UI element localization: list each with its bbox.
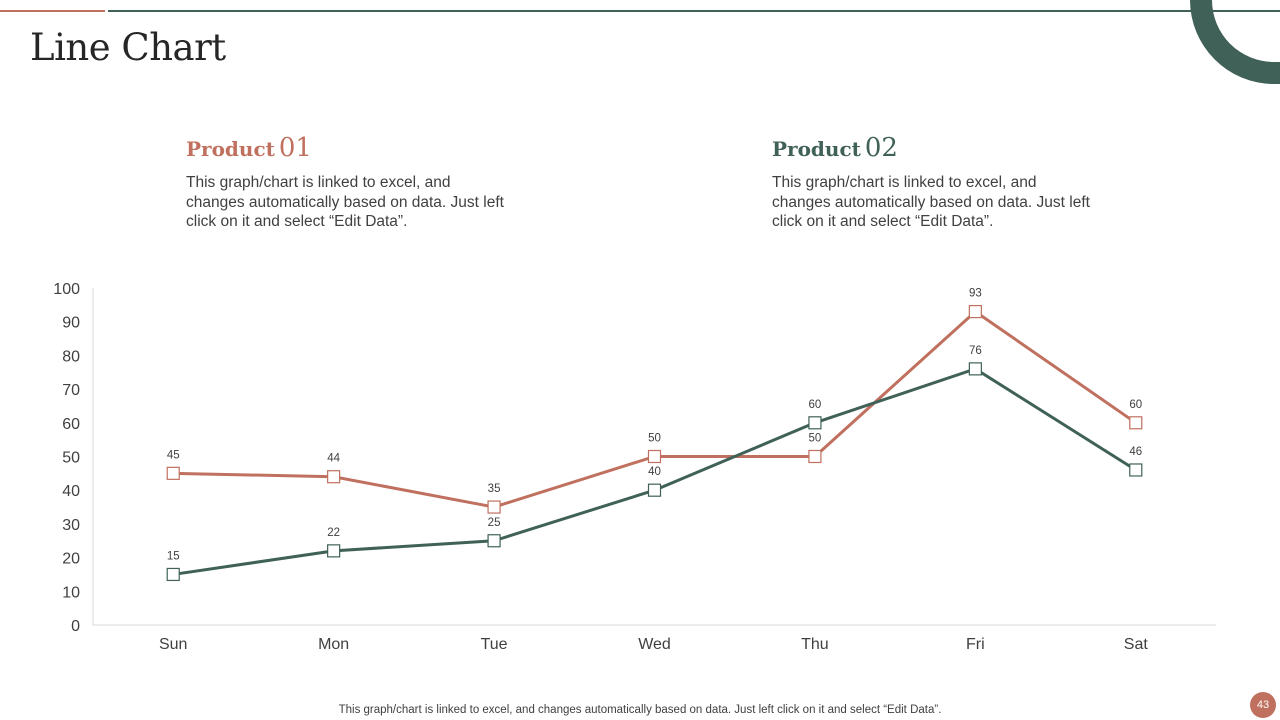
x-tick-label: Mon [318,636,349,653]
product-01-label: Product [186,137,275,161]
product-02-description: This graph/chart is linked to excel, and… [772,174,1090,230]
series-1-data-label: 93 [969,288,982,300]
series-1-data-label: 44 [327,453,340,465]
series-1-point [647,449,662,464]
x-tick-label: Sun [159,636,187,653]
y-tick-label: 50 [62,450,80,467]
top-accent-line-green [108,10,1280,12]
series-2-data-label: 46 [1129,446,1142,458]
series-2-point [1129,463,1143,477]
product-01-block: Product 01 This graph/chart is linked to … [186,132,506,232]
line-chart: 0 10 20 30 40 50 60 70 80 90 100 Sun Mon Tue Wed Thu Fri… [53,281,1216,653]
series-2-point [166,567,180,582]
series-2-data-label: 15 [167,550,180,562]
series-1-point [487,500,501,514]
page-title: Line Chart [30,26,226,69]
series-1-point [1129,416,1143,430]
series-2-point [968,362,982,376]
series-2-data-label: 40 [648,466,661,478]
y-tick-label: 20 [62,551,80,568]
series-2-point [487,534,501,548]
series-1-data-label: 35 [488,483,501,495]
y-tick-label: 90 [62,315,80,332]
x-tick-label: Thu [801,636,829,653]
product-01-number: 01 [278,133,312,163]
product-02-heading: Product 02 [772,132,1092,165]
y-tick-label: 0 [71,618,80,635]
y-tick-label: 100 [53,281,80,298]
page-number-badge: 43 [1250,692,1276,718]
corner-arc-decoration [1190,0,1280,84]
y-tick-label: 10 [62,584,80,601]
x-tick-label: Wed [638,636,671,653]
x-tick-label: Tue [481,636,508,653]
product-02-label: Product [772,137,861,161]
y-tick-label: 60 [62,416,80,433]
series-2-point [647,483,662,497]
product-02-number: 02 [864,133,898,163]
series-2-data-label: 60 [809,399,822,411]
footer-note: This graph/chart is linked to excel, and… [338,704,942,716]
product-01-description: This graph/chart is linked to excel, and… [186,174,504,230]
series-1-data-label: 45 [167,449,180,461]
series-2-data-label: 76 [969,345,982,357]
product-02-block: Product 02 This graph/chart is linked to … [772,132,1092,232]
series-1-data-label: 50 [809,433,822,445]
product-01-heading: Product 01 [186,132,506,165]
series-1-data-label: 50 [648,433,661,445]
series-2-data-label: 22 [327,527,340,539]
y-tick-label: 30 [62,517,80,534]
y-tick-label: 40 [62,483,80,500]
x-tick-label: Fri [966,636,985,653]
x-tick-label: Sat [1124,636,1149,653]
top-accent-line-rust [0,10,105,12]
series-2-data-label: 25 [488,517,501,529]
y-tick-label: 80 [62,348,80,365]
series-1-point [327,470,341,484]
series-1-point [808,449,822,464]
series-2-point [327,544,341,558]
series-1-data-label: 60 [1129,399,1142,411]
y-tick-label: 70 [62,382,80,399]
series-2-point [808,416,822,430]
series-1-point [968,304,982,319]
series-1-point [166,466,180,480]
